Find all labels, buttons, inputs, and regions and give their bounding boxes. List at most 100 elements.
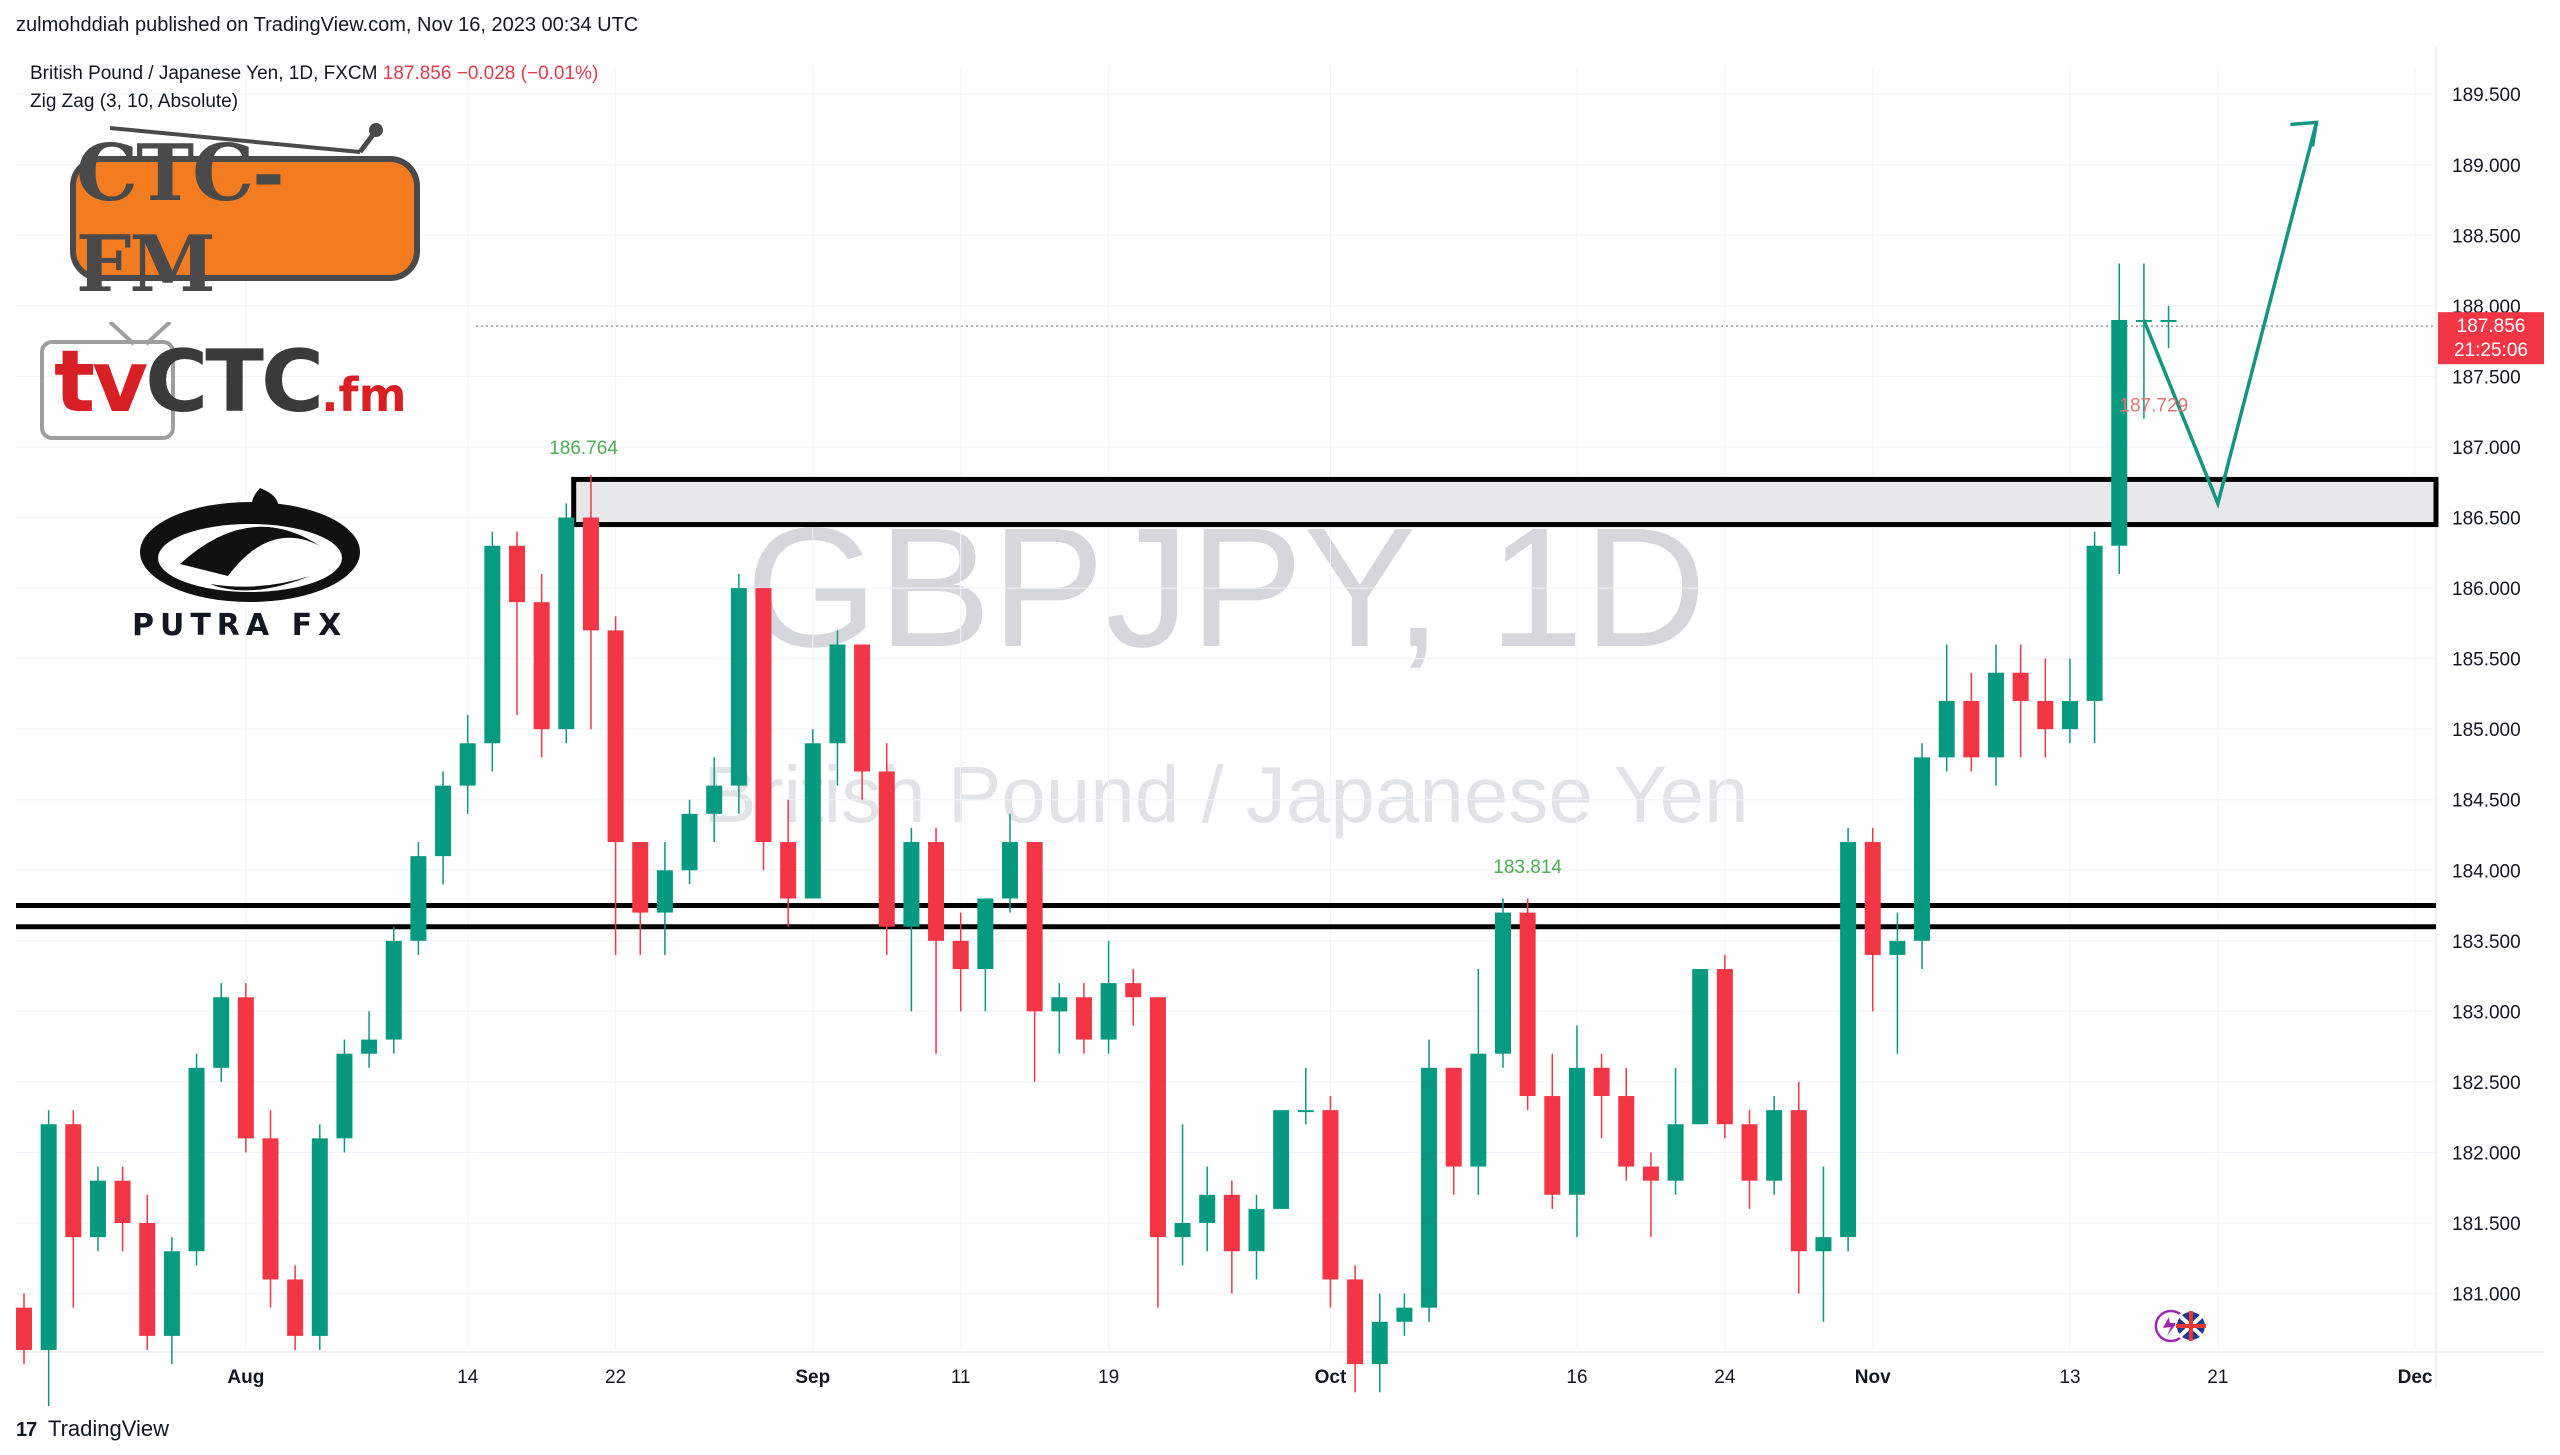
candle-body[interactable]	[188, 1067, 205, 1252]
candle-body[interactable]	[878, 771, 895, 927]
candle-body[interactable]	[1618, 1096, 1635, 1167]
candle-body[interactable]	[1741, 1124, 1758, 1181]
candle-body[interactable]	[1223, 1194, 1240, 1252]
candle-body[interactable]	[459, 743, 476, 786]
candle-body[interactable]	[213, 997, 230, 1068]
candle-body[interactable]	[336, 1053, 353, 1139]
projection-path[interactable]	[2142, 122, 2319, 509]
candle-body[interactable]	[1125, 983, 1142, 998]
candle-body[interactable]	[139, 1223, 156, 1336]
candle-body[interactable]	[1840, 842, 1857, 1238]
chart-legend[interactable]: British Pound / Japanese Yen, 1D, FXCM 1…	[30, 60, 598, 116]
candle-body[interactable]	[1002, 842, 1018, 899]
candle-body[interactable]	[656, 870, 673, 913]
candle-body[interactable]	[1642, 1166, 1659, 1181]
candle-body[interactable]	[114, 1180, 131, 1224]
candle-body[interactable]	[681, 813, 698, 871]
candle-body[interactable]	[1790, 1110, 1807, 1252]
candle-body[interactable]	[1692, 969, 1709, 1125]
candle-body[interactable]	[435, 785, 452, 857]
indicator-label[interactable]: Zig Zag (3, 10, Absolute)	[30, 91, 239, 112]
time-axis[interactable]: Aug 14 22 Sep 11 19 Oct 16 24 Nov 13 21 Dec	[227, 1367, 2433, 1388]
candle-body[interactable]	[1519, 912, 1536, 1097]
candle-body[interactable]	[509, 545, 525, 603]
candle-body[interactable]	[311, 1138, 328, 1336]
candle-body[interactable]	[706, 785, 723, 814]
candle-body[interactable]	[1716, 969, 1733, 1125]
candle-body[interactable]	[1100, 983, 1117, 1040]
candle-body[interactable]	[1963, 700, 1980, 758]
candle-body[interactable]	[1470, 1053, 1487, 1167]
candle-body[interactable]	[1174, 1223, 1191, 1238]
candle-body[interactable]	[1593, 1067, 1610, 1097]
candle-body[interactable]	[1766, 1110, 1783, 1181]
candle-body[interactable]	[1297, 1110, 1314, 1113]
resistance-zone[interactable]	[571, 476, 2439, 528]
candle-body[interactable]	[385, 940, 402, 1040]
candle-body[interactable]	[1273, 1110, 1290, 1209]
candle-body[interactable]	[1248, 1208, 1265, 1252]
candle-body[interactable]	[89, 1180, 106, 1238]
candle-body[interactable]	[829, 644, 846, 744]
candle-body[interactable]	[1495, 912, 1511, 1054]
candle-body[interactable]	[484, 545, 501, 744]
candle-body[interactable]	[1445, 1067, 1462, 1167]
candle-body[interactable]	[1988, 672, 2004, 758]
candle-body[interactable]	[903, 842, 920, 927]
candle-body[interactable]	[533, 602, 550, 730]
candle-body[interactable]	[1889, 940, 1906, 955]
candle-body[interactable]	[361, 1039, 378, 1054]
candle-body[interactable]	[2086, 545, 2103, 701]
candle-body[interactable]	[2037, 700, 2054, 730]
candle-body[interactable]	[1667, 1124, 1684, 1181]
candle-body[interactable]	[1396, 1307, 1413, 1322]
candle-body[interactable]	[1938, 700, 1955, 758]
tvctc-tv: tv	[54, 332, 148, 432]
chart-frame[interactable]: GBPJPY, 1D British Pound / Japanese Yen …	[16, 46, 2544, 1406]
candle-body[interactable]	[1421, 1067, 1438, 1308]
candle-body[interactable]	[1568, 1067, 1585, 1195]
candle-body[interactable]	[1149, 997, 1166, 1238]
candle-body[interactable]	[1864, 842, 1881, 955]
candle-body[interactable]	[163, 1251, 180, 1336]
candle-body[interactable]	[1199, 1194, 1216, 1224]
y-tick-label: 182.000	[2452, 1143, 2521, 1164]
candle-body[interactable]	[977, 898, 994, 970]
candle-body[interactable]	[65, 1124, 82, 1238]
candle-body[interactable]	[1815, 1237, 1832, 1252]
candle-body[interactable]	[1322, 1110, 1339, 1280]
price-tag[interactable]	[2438, 312, 2544, 365]
candle-body[interactable]	[2160, 319, 2177, 322]
candle-body[interactable]	[928, 842, 945, 941]
candle-body[interactable]	[1075, 997, 1092, 1040]
candle-body[interactable]	[582, 517, 599, 631]
candle-body[interactable]	[262, 1138, 279, 1280]
candle-body[interactable]	[730, 588, 747, 786]
candle-body[interactable]	[1544, 1096, 1561, 1195]
candle-body[interactable]	[410, 856, 427, 941]
candle-body[interactable]	[2061, 700, 2078, 730]
price-axis[interactable]: 181.000 181.500 182.000 182.500 183.000 183.5…	[2438, 85, 2544, 1306]
candle-body[interactable]	[607, 630, 624, 843]
candle-body[interactable]	[854, 644, 871, 772]
candle-body[interactable]	[2012, 672, 2029, 701]
candle-body[interactable]	[1347, 1279, 1364, 1365]
candle-body[interactable]	[2111, 319, 2128, 546]
candlestick-chart[interactable]: GBPJPY, 1D British Pound / Japanese Yen …	[16, 46, 2544, 1406]
candle-body[interactable]	[237, 997, 254, 1139]
candle-body[interactable]	[1914, 757, 1931, 941]
candle-body[interactable]	[40, 1124, 57, 1350]
candle-body[interactable]	[1051, 997, 1068, 1012]
candle-body[interactable]	[558, 517, 575, 730]
candle-body[interactable]	[1371, 1321, 1388, 1365]
candle-body[interactable]	[780, 842, 797, 899]
candle-body[interactable]	[1026, 842, 1043, 1012]
candle-body[interactable]	[16, 1307, 32, 1350]
tradingview-branding[interactable]: 17 TradingView	[16, 1416, 169, 1442]
candle-body[interactable]	[632, 842, 649, 913]
x-tick-label: 11	[951, 1367, 971, 1388]
candle-body[interactable]	[952, 940, 969, 970]
candle-body[interactable]	[755, 588, 772, 843]
candle-body[interactable]	[287, 1279, 304, 1336]
candle-body[interactable]	[804, 743, 821, 899]
